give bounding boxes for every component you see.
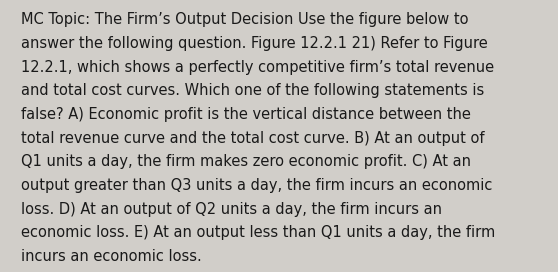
Text: output greater than Q3 units a day, the firm incurs an economic: output greater than Q3 units a day, the … [21,178,493,193]
Text: total revenue curve and the total cost curve. B) At an output of: total revenue curve and the total cost c… [21,131,485,146]
Text: and total cost curves. Which one of the following statements is: and total cost curves. Which one of the … [21,83,484,98]
Text: false? A) Economic profit is the vertical distance between the: false? A) Economic profit is the vertica… [21,107,471,122]
Text: economic loss. E) At an output less than Q1 units a day, the firm: economic loss. E) At an output less than… [21,225,496,240]
Text: Q1 units a day, the firm makes zero economic profit. C) At an: Q1 units a day, the firm makes zero econ… [21,154,471,169]
Text: loss. D) At an output of Q2 units a day, the firm incurs an: loss. D) At an output of Q2 units a day,… [21,202,442,217]
Text: incurs an economic loss.: incurs an economic loss. [21,249,202,264]
Text: answer the following question. Figure 12.2.1 21) Refer to Figure: answer the following question. Figure 12… [21,36,488,51]
Text: 12.2.1, which shows a perfectly competitive firm’s total revenue: 12.2.1, which shows a perfectly competit… [21,60,494,75]
Text: MC Topic: The Firm’s Output Decision Use the figure below to: MC Topic: The Firm’s Output Decision Use… [21,12,469,27]
